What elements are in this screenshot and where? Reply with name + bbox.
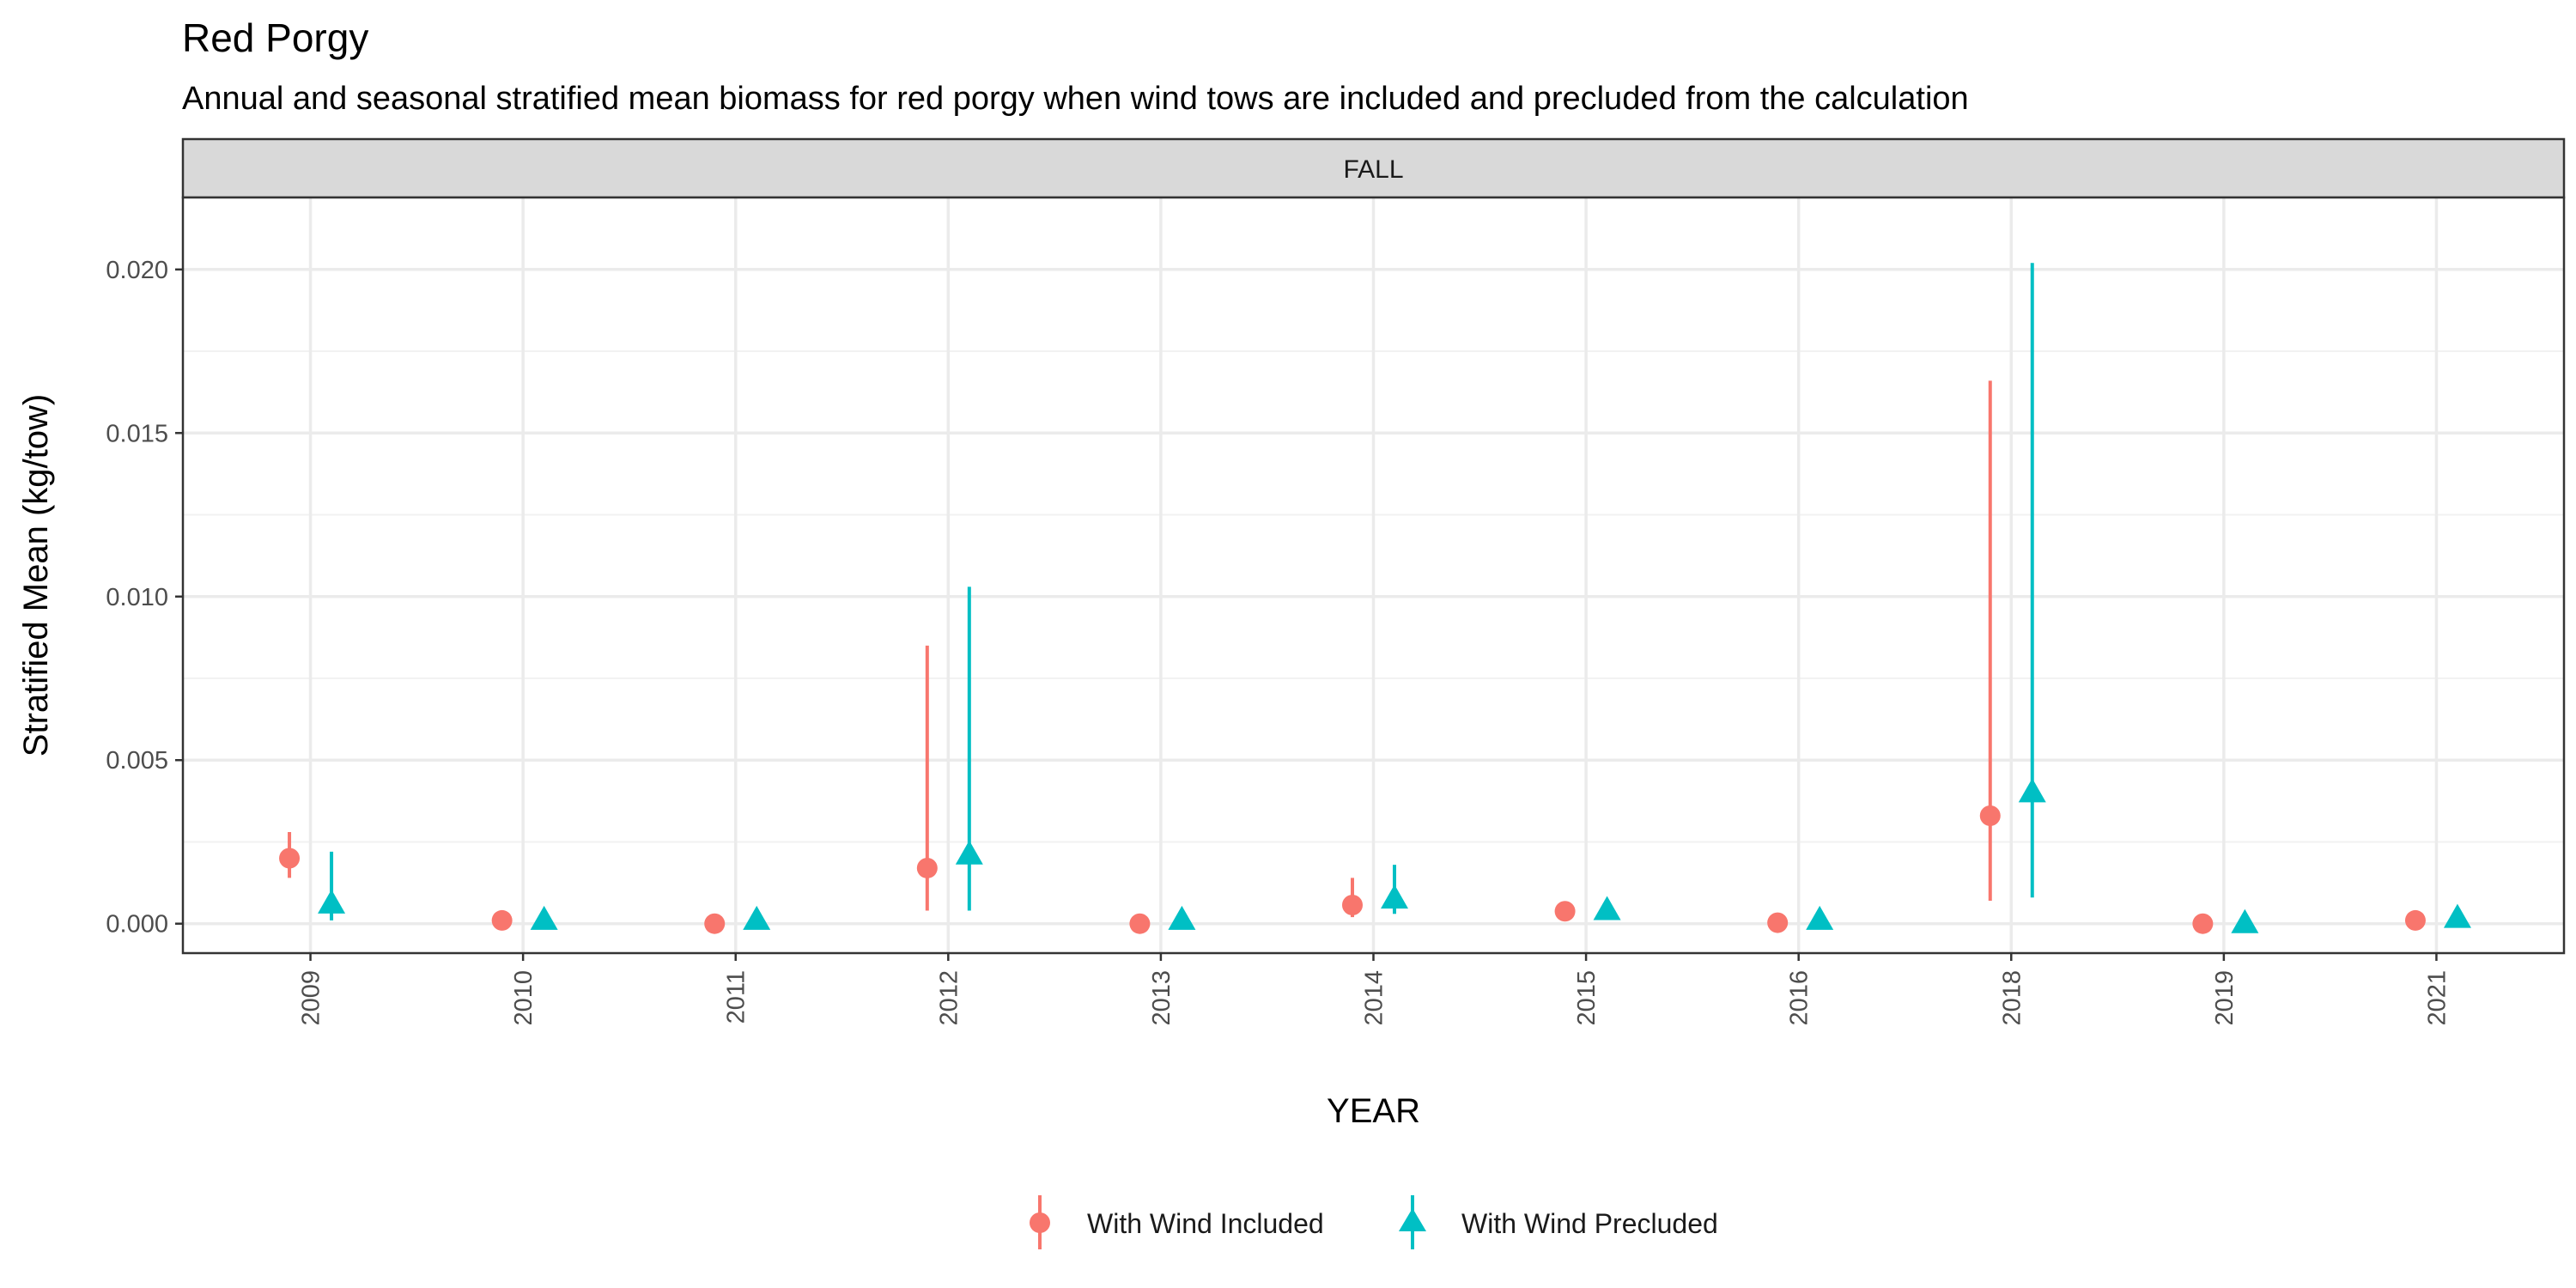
x-axis-title: YEAR (1327, 1092, 1420, 1130)
point-precluded (318, 889, 346, 914)
point-included (491, 909, 513, 931)
point-included (2192, 913, 2214, 934)
point-included (1767, 912, 1789, 933)
y-axis-title: Stratified Mean (kg/tow) (17, 394, 55, 756)
legend-item-with-wind-included: With Wind Included (1030, 1195, 1324, 1249)
legend-label-precluded: With Wind Precluded (1461, 1208, 1718, 1239)
chart-title: Red Porgy (182, 15, 368, 60)
point-precluded (1806, 905, 1834, 930)
gridlines (183, 197, 2564, 953)
point-included (1979, 805, 2001, 826)
facet-strip (181, 137, 2566, 199)
point-precluded (2231, 908, 2259, 933)
data-layer (279, 263, 2471, 934)
point-precluded (530, 905, 558, 930)
facet-strip-label: FALL (1343, 155, 1403, 184)
y-tick-label: 0.020 (106, 257, 168, 284)
x-tick-label: 2021 (2423, 970, 2451, 1026)
x-tick-label: 2015 (1573, 970, 1601, 1026)
legend-item-with-wind-precluded: With Wind Precluded (1399, 1195, 1718, 1249)
x-tick-label: 2014 (1361, 970, 1388, 1026)
point-included (916, 857, 938, 878)
y-tick-label: 0.000 (106, 911, 168, 939)
point-precluded (1168, 905, 1196, 930)
point-precluded (955, 840, 983, 865)
point-precluded (743, 905, 771, 930)
legend: With Wind Included With Wind Precluded (1030, 1195, 1718, 1249)
point-precluded (1381, 884, 1408, 909)
point-precluded (2018, 778, 2046, 803)
axes: 0.000 0.005 0.010 0.015 0.020 2009 2010 2011 201… (106, 257, 2451, 1026)
x-tick-label: 2016 (1786, 970, 1814, 1026)
x-tick-label: 2011 (723, 970, 750, 1024)
point-included (1129, 913, 1151, 934)
x-tick-label: 2018 (1998, 970, 2026, 1026)
point-included (279, 848, 301, 869)
x-tick-label: 2012 (935, 970, 963, 1026)
x-tick-label: 2013 (1148, 970, 1176, 1026)
y-tick-label: 0.015 (106, 420, 168, 447)
legend-key-included-circle (1030, 1212, 1050, 1233)
point-precluded (2443, 903, 2471, 928)
y-tick-label: 0.010 (106, 584, 168, 611)
point-precluded (1593, 896, 1621, 920)
chart-subtitle: Annual and seasonal stratified mean biom… (182, 81, 1969, 117)
x-tick-label: 2019 (2211, 970, 2239, 1026)
point-included (1554, 901, 1576, 922)
point-included (1342, 895, 1363, 915)
point-included (704, 913, 726, 934)
point-included (2404, 909, 2426, 931)
y-tick-label: 0.005 (106, 747, 168, 775)
legend-key-precluded-triangle (1399, 1208, 1426, 1231)
x-tick-label: 2010 (510, 970, 538, 1026)
legend-label-included: With Wind Included (1087, 1208, 1324, 1239)
x-tick-label: 2009 (298, 970, 325, 1026)
